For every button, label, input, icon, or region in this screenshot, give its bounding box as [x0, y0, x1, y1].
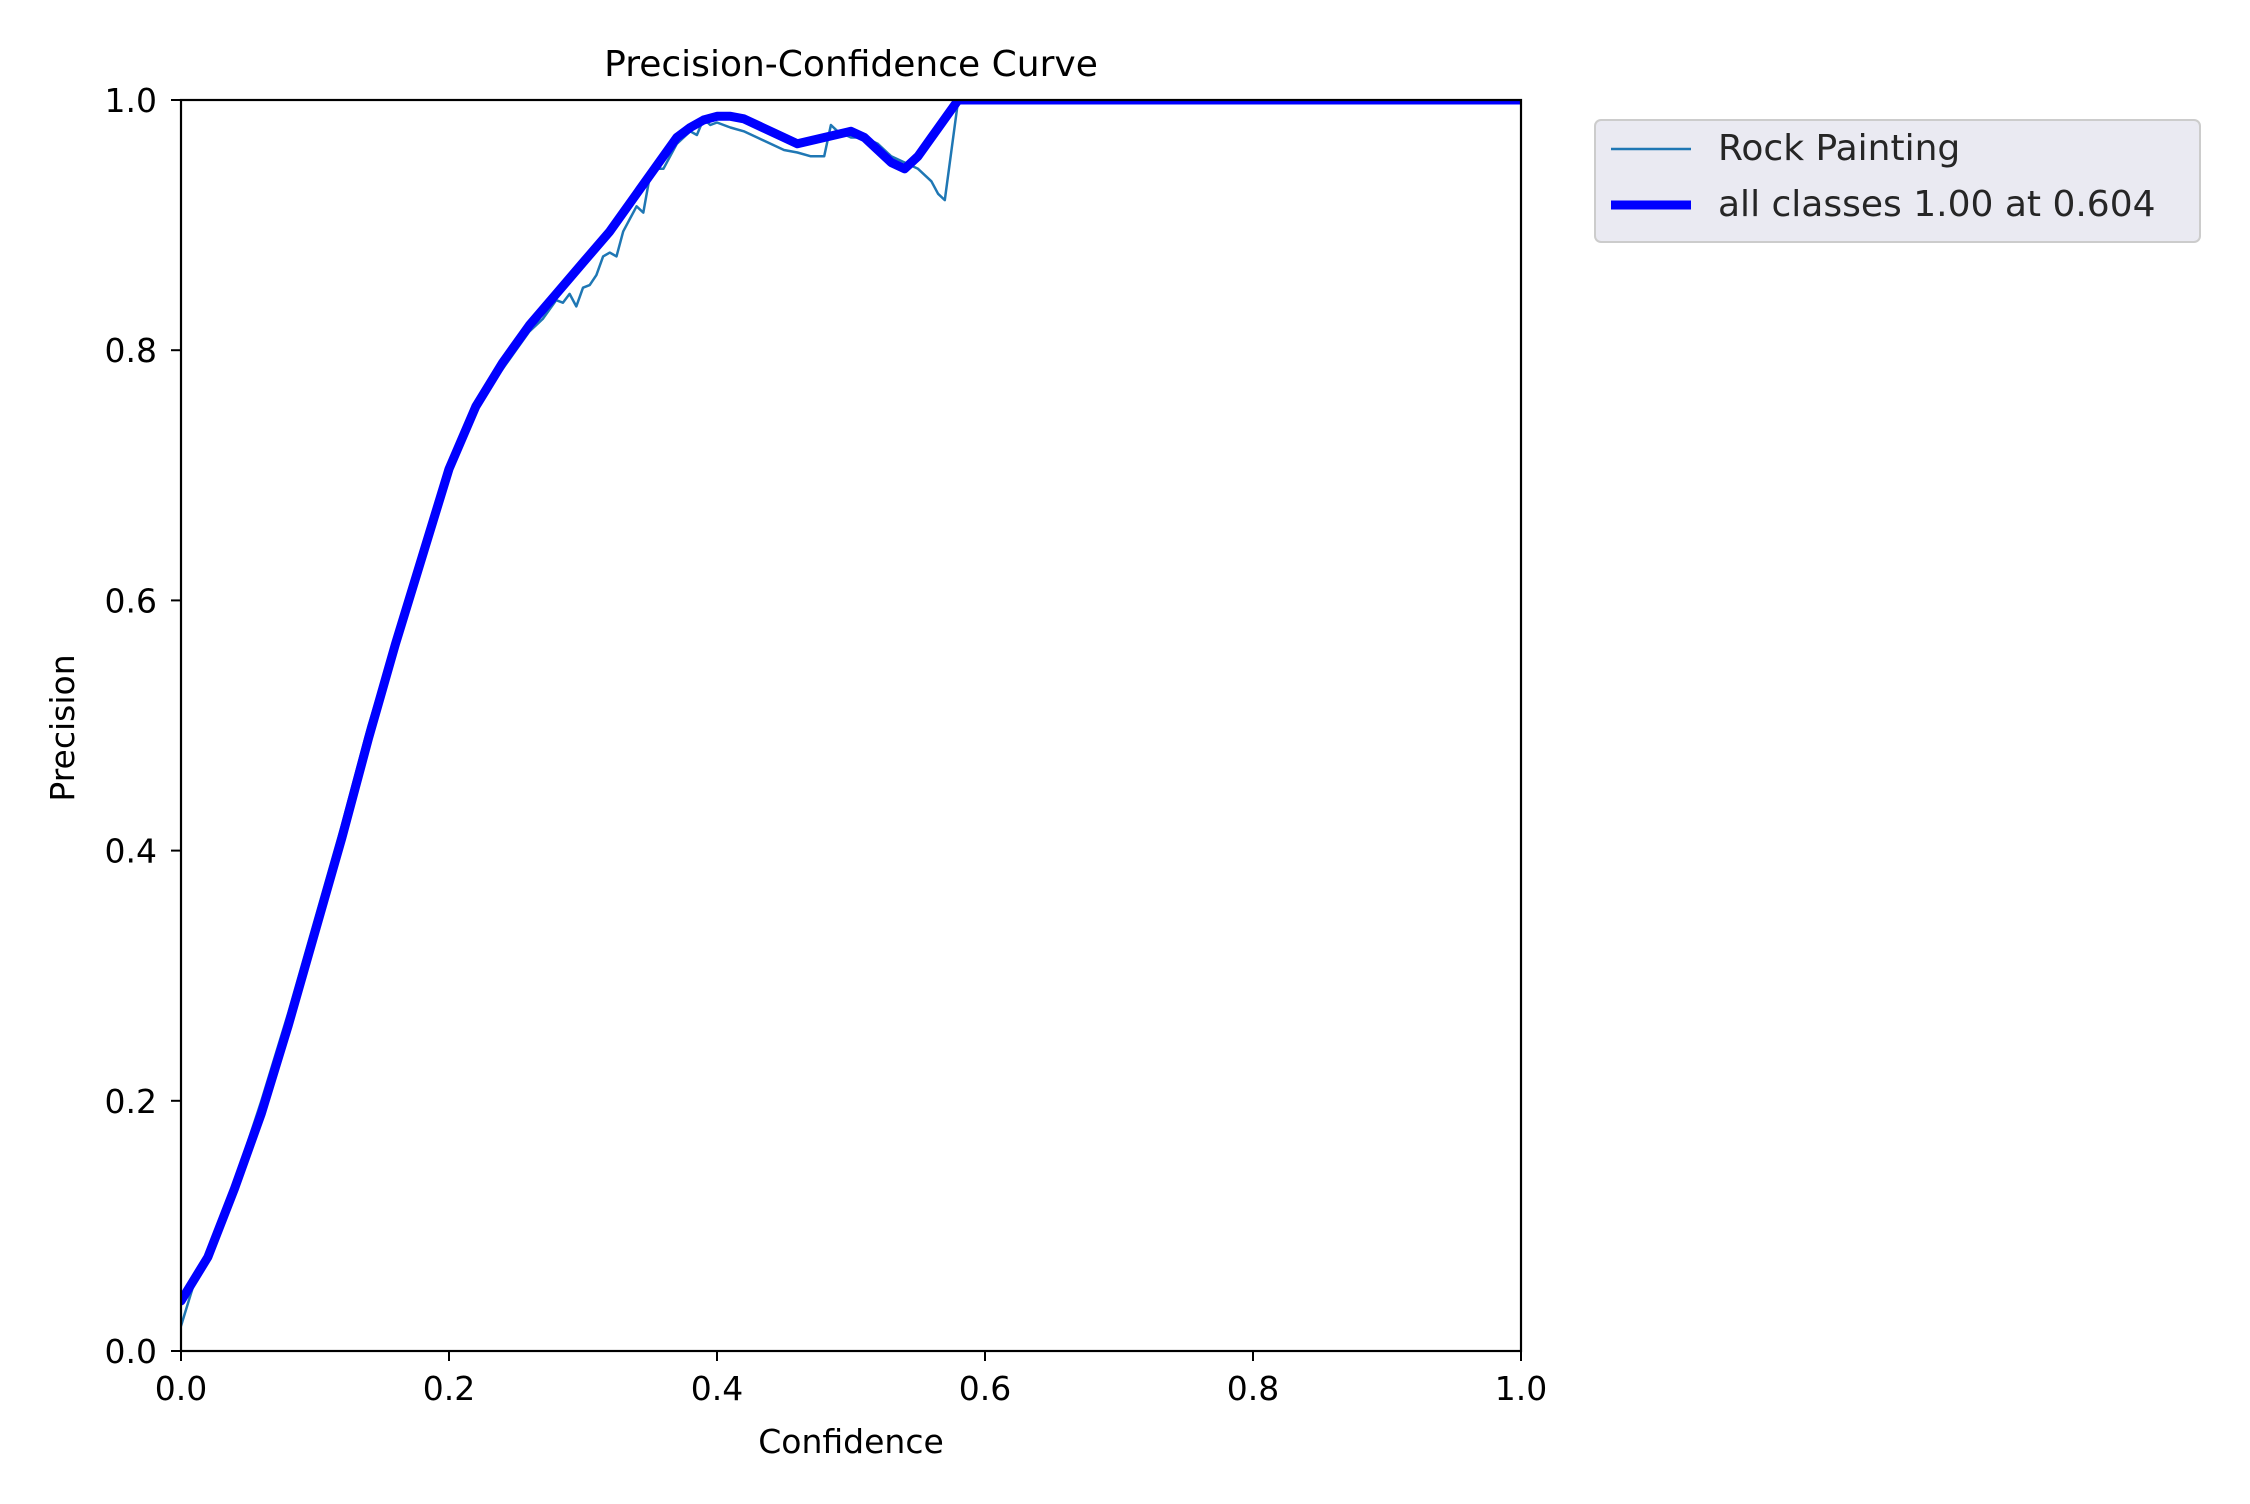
legend: Rock Painting all classes 1.00 at 0.604 — [1594, 119, 2201, 243]
x-tick-label: 0.0 — [155, 1369, 207, 1408]
y-axis-label: Precision — [43, 654, 82, 801]
x-tick-label: 0.8 — [1227, 1369, 1279, 1408]
legend-label-rock-painting: Rock Painting — [1718, 128, 1960, 169]
x-axis-label: Confidence — [758, 1422, 944, 1461]
chart-title: Precision-Confidence Curve — [604, 44, 1098, 85]
y-axis-ticks: 0.0 0.2 0.4 0.6 0.8 1.0 — [105, 81, 181, 1371]
legend-label-all-classes: all classes 1.00 at 0.604 — [1718, 184, 2156, 225]
y-tick-label: 0.6 — [105, 581, 157, 620]
x-tick-label: 0.6 — [959, 1369, 1011, 1408]
x-tick-label: 1.0 — [1495, 1369, 1547, 1408]
x-tick-label: 0.2 — [423, 1369, 475, 1408]
plot-frame — [179, 98, 1523, 1353]
y-tick-label: 0.0 — [105, 1332, 157, 1371]
x-tick-label: 0.4 — [691, 1369, 743, 1408]
legend-box — [1594, 119, 2201, 243]
series-line-all-classes — [181, 100, 1521, 1306]
plot-area — [181, 100, 1521, 1351]
y-tick-label: 0.2 — [105, 1082, 157, 1121]
series-layer — [181, 100, 1521, 1328]
y-tick-label: 0.8 — [105, 331, 157, 370]
x-axis-ticks: 0.0 0.2 0.4 0.6 0.8 1.0 — [155, 1351, 1547, 1408]
y-tick-label: 1.0 — [105, 81, 157, 120]
y-tick-label: 0.4 — [105, 832, 157, 871]
